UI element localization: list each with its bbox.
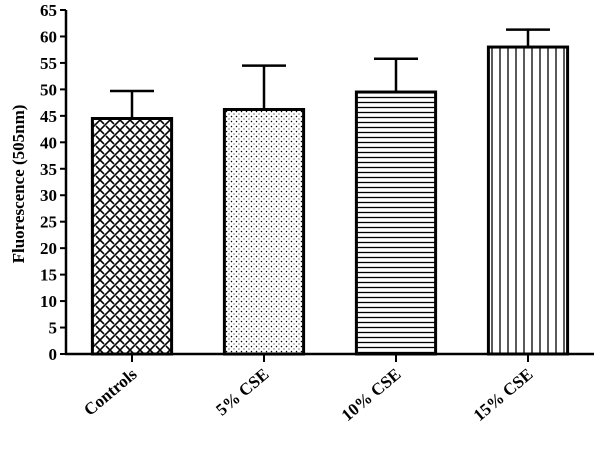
x-tick-label: 10% CSE xyxy=(338,365,405,425)
x-tick-label: Controls xyxy=(80,364,141,419)
x-tick-label: 5% CSE xyxy=(212,365,272,420)
y-tick-label: 15 xyxy=(40,266,57,285)
y-tick-label: 35 xyxy=(40,160,57,179)
y-tick-label: 10 xyxy=(40,292,57,311)
y-tick-label: 45 xyxy=(40,107,57,126)
bar xyxy=(222,107,306,356)
y-tick-label: 60 xyxy=(40,27,57,46)
y-tick-label: 65 xyxy=(40,1,57,20)
bar xyxy=(90,116,174,356)
y-tick-label: 50 xyxy=(40,80,57,99)
bar xyxy=(354,90,438,356)
bar xyxy=(486,45,570,356)
x-axis-labels: Controls 5% CSE 10% CSE 15% CSE xyxy=(80,364,536,425)
y-tick-label: 40 xyxy=(40,133,57,152)
y-tick-label: 0 xyxy=(49,345,58,364)
y-tick-label: 20 xyxy=(40,239,57,258)
y-tick-label: 5 xyxy=(49,319,58,338)
x-tick-label: 15% CSE xyxy=(470,365,537,425)
y-tick-label: 30 xyxy=(40,186,57,205)
error-bars xyxy=(110,28,550,119)
bars xyxy=(90,45,570,356)
y-tick-label: 25 xyxy=(40,213,57,232)
axes xyxy=(64,10,594,362)
y-tick-label: 55 xyxy=(40,54,57,73)
y-axis-ticks: 0 5 10 15 20 25 30 35 40 45 50 55 60 65 xyxy=(40,1,66,364)
y-axis-label: Fluorescence (505nm) xyxy=(9,105,28,264)
